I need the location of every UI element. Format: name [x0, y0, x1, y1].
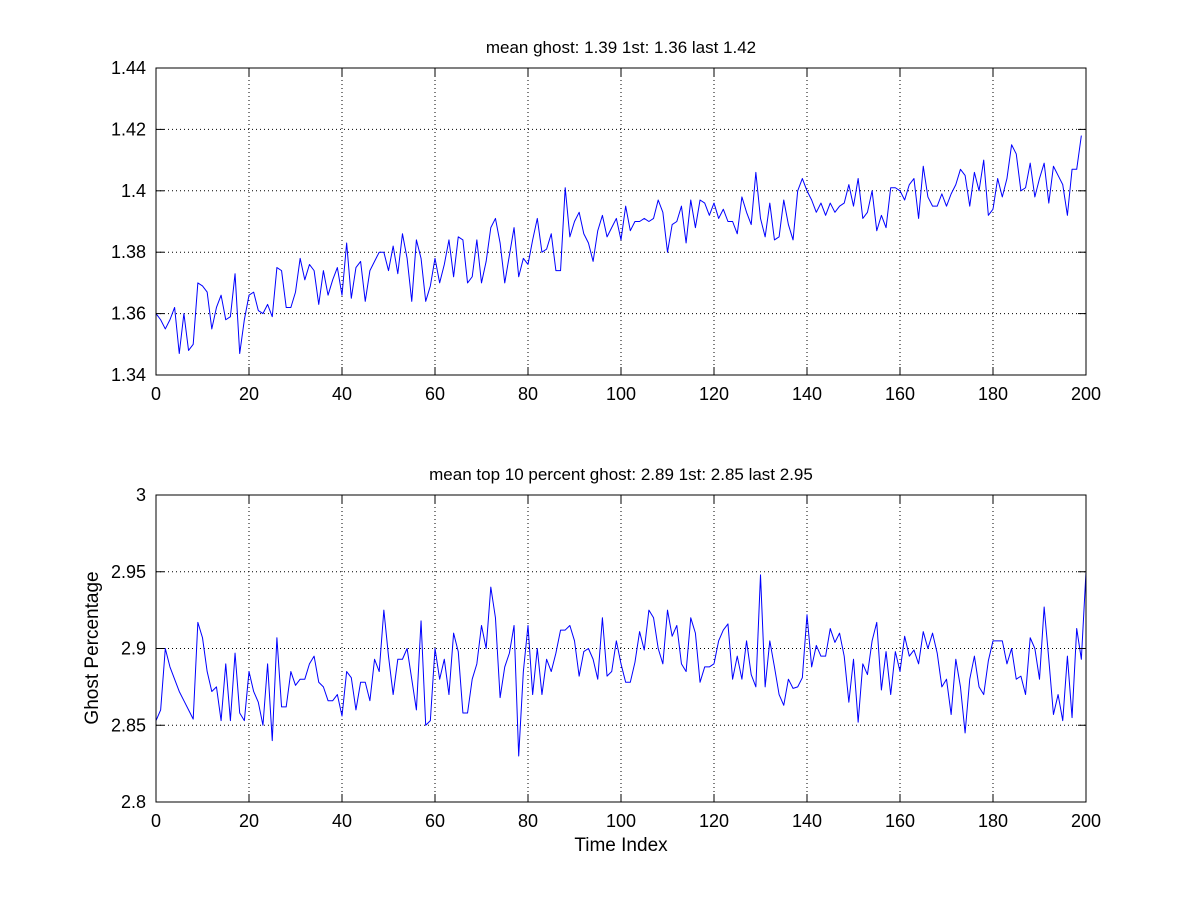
bottom-y-tick-label: 3 — [136, 485, 146, 505]
bottom-x-tick-label: 120 — [699, 811, 729, 831]
bottom-x-tick-label: 40 — [332, 811, 352, 831]
top-x-tick-label: 180 — [978, 384, 1008, 404]
bottom-subplot: 0 20 40 60 80 100 120 140 160 180 200 2.8 2.85 2.9 2.9… — [82, 465, 1101, 856]
top-series-line-0 — [155, 135, 1082, 355]
top-x-tick-label: 120 — [699, 384, 729, 404]
top-subplot: 0 20 40 60 80 100 120 140 160 180 200 1.34 1.36 1.38 1… — [111, 38, 1101, 404]
bottom-series-line-0 — [155, 571, 1087, 757]
bottom-y-tick-label: 2.8 — [121, 792, 146, 812]
top-y-tick-label: 1.44 — [111, 58, 146, 78]
top-plot-area — [156, 68, 1086, 375]
top-x-tick-label: 100 — [606, 384, 636, 404]
top-x-tick-label: 20 — [239, 384, 259, 404]
bottom-x-tick-label: 0 — [151, 811, 161, 831]
bottom-x-tick-label: 180 — [978, 811, 1008, 831]
bottom-y-axis-label: Ghost Percentage — [82, 571, 103, 724]
top-chart-title: mean ghost: 1.39 1st: 1.36 last 1.42 — [486, 38, 756, 57]
top-ticks: 0 20 40 60 80 100 120 140 160 180 200 1.34 1.36 1.38 1… — [111, 58, 1101, 404]
top-x-tick-label: 140 — [792, 384, 822, 404]
bottom-x-tick-label: 80 — [518, 811, 538, 831]
top-x-tick-label: 0 — [151, 384, 161, 404]
bottom-y-tick-label: 2.95 — [111, 562, 146, 582]
bottom-x-tick-label: 60 — [425, 811, 445, 831]
bottom-series — [155, 571, 1087, 757]
bottom-x-tick-label: 20 — [239, 811, 259, 831]
bottom-y-tick-label: 2.85 — [111, 715, 146, 735]
top-y-tick-label: 1.34 — [111, 365, 146, 385]
bottom-grid — [156, 495, 1086, 802]
top-y-tick-label: 1.42 — [111, 119, 146, 139]
top-x-tick-label: 80 — [518, 384, 538, 404]
top-x-tick-label: 160 — [885, 384, 915, 404]
bottom-x-tick-label: 160 — [885, 811, 915, 831]
top-y-tick-label: 1.38 — [111, 242, 146, 262]
top-x-tick-label: 40 — [332, 384, 352, 404]
bottom-x-tick-label: 100 — [606, 811, 636, 831]
top-x-tick-label: 60 — [425, 384, 445, 404]
top-x-tick-label: 200 — [1071, 384, 1101, 404]
top-series — [155, 135, 1082, 355]
bottom-x-tick-label: 140 — [792, 811, 822, 831]
bottom-y-tick-label: 2.9 — [121, 639, 146, 659]
top-y-tick-label: 1.4 — [121, 181, 146, 201]
bottom-x-tick-label: 200 — [1071, 811, 1101, 831]
top-grid — [156, 68, 1086, 375]
top-y-tick-label: 1.36 — [111, 304, 146, 324]
bottom-x-axis-label: Time Index — [574, 835, 668, 856]
bottom-ticks: 0 20 40 60 80 100 120 140 160 180 200 2.8 2.85 2.9 2.9… — [111, 485, 1101, 831]
bottom-chart-title: mean top 10 percent ghost: 2.89 1st: 2.8… — [429, 465, 813, 484]
